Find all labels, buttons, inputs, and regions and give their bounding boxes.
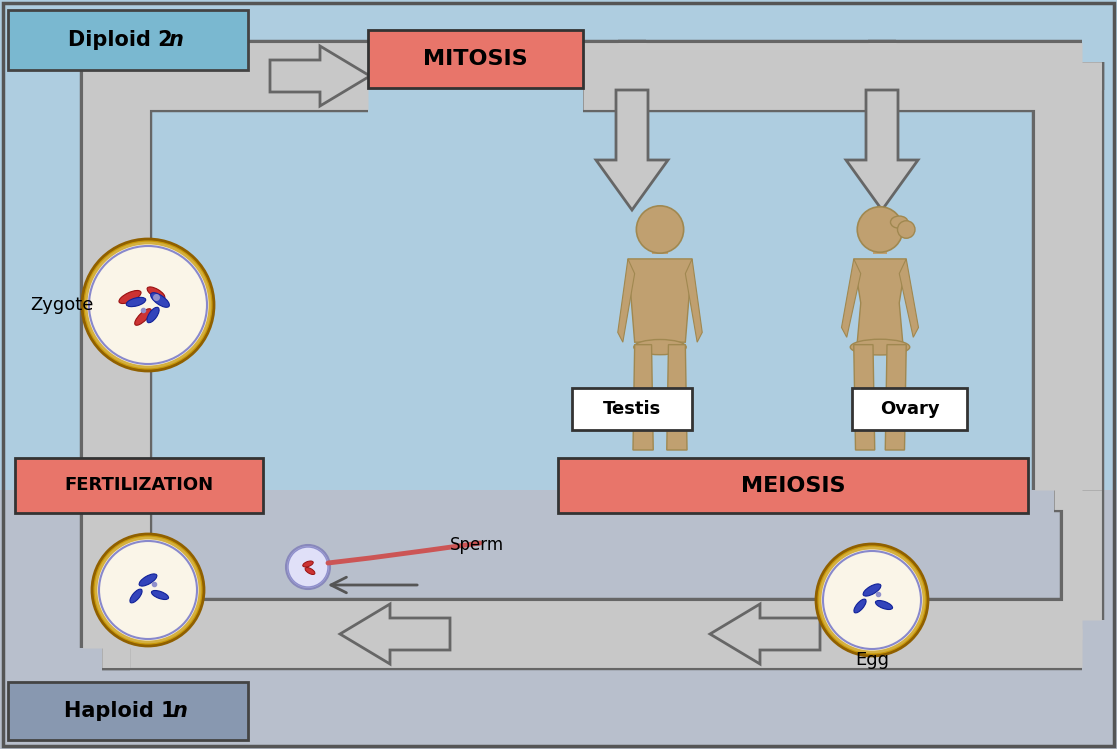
Ellipse shape	[876, 601, 892, 610]
Polygon shape	[886, 345, 906, 450]
Bar	[652, 232, 668, 254]
Circle shape	[857, 207, 903, 252]
Ellipse shape	[151, 293, 170, 307]
Circle shape	[96, 538, 200, 642]
Ellipse shape	[118, 291, 141, 303]
Circle shape	[637, 206, 684, 253]
Polygon shape	[628, 259, 693, 342]
Polygon shape	[667, 345, 687, 450]
Ellipse shape	[130, 589, 142, 603]
Ellipse shape	[126, 297, 145, 306]
Polygon shape	[686, 259, 703, 342]
Bar	[8, 682, 248, 740]
Ellipse shape	[863, 584, 881, 596]
Bar	[572, 388, 693, 430]
Circle shape	[897, 221, 915, 238]
Circle shape	[817, 544, 928, 656]
Ellipse shape	[305, 568, 315, 574]
Text: MEIOSIS: MEIOSIS	[741, 476, 846, 496]
Ellipse shape	[147, 287, 165, 299]
Ellipse shape	[850, 339, 909, 355]
Bar	[873, 234, 887, 254]
Circle shape	[86, 243, 210, 367]
Ellipse shape	[152, 590, 169, 599]
FancyArrow shape	[270, 46, 370, 106]
Circle shape	[286, 545, 330, 589]
Ellipse shape	[147, 307, 159, 323]
Bar	[8, 10, 248, 70]
Ellipse shape	[853, 599, 866, 613]
Text: FERTILIZATION: FERTILIZATION	[65, 476, 213, 494]
FancyArrow shape	[846, 90, 918, 210]
Ellipse shape	[303, 561, 313, 567]
Circle shape	[92, 534, 204, 646]
Polygon shape	[853, 345, 875, 450]
Bar	[367, 30, 583, 88]
Bar	[852, 388, 967, 430]
Polygon shape	[633, 345, 653, 450]
Circle shape	[82, 239, 214, 371]
Bar	[558, 458, 1028, 513]
FancyArrow shape	[710, 604, 820, 664]
Text: MITOSIS: MITOSIS	[423, 49, 528, 69]
Bar	[0, 490, 1117, 749]
Text: Egg: Egg	[855, 651, 889, 669]
FancyArrow shape	[596, 90, 668, 210]
Bar	[0, 0, 1117, 490]
Polygon shape	[618, 259, 634, 342]
Polygon shape	[841, 259, 861, 337]
Text: Diploid 2: Diploid 2	[68, 30, 172, 50]
Polygon shape	[853, 259, 906, 342]
Polygon shape	[899, 259, 918, 337]
Circle shape	[288, 547, 328, 587]
Text: n: n	[169, 30, 183, 50]
Ellipse shape	[890, 216, 908, 228]
Ellipse shape	[140, 574, 156, 586]
Text: Sperm: Sperm	[450, 536, 504, 554]
Circle shape	[820, 548, 924, 652]
Text: Ovary: Ovary	[880, 400, 939, 418]
Text: Testis: Testis	[603, 400, 661, 418]
Text: Zygote: Zygote	[30, 296, 94, 314]
Text: n: n	[172, 701, 188, 721]
FancyArrow shape	[340, 604, 450, 664]
Text: Haploid 1: Haploid 1	[64, 701, 175, 721]
Bar	[15, 458, 262, 513]
Ellipse shape	[633, 339, 686, 355]
Ellipse shape	[135, 309, 151, 325]
